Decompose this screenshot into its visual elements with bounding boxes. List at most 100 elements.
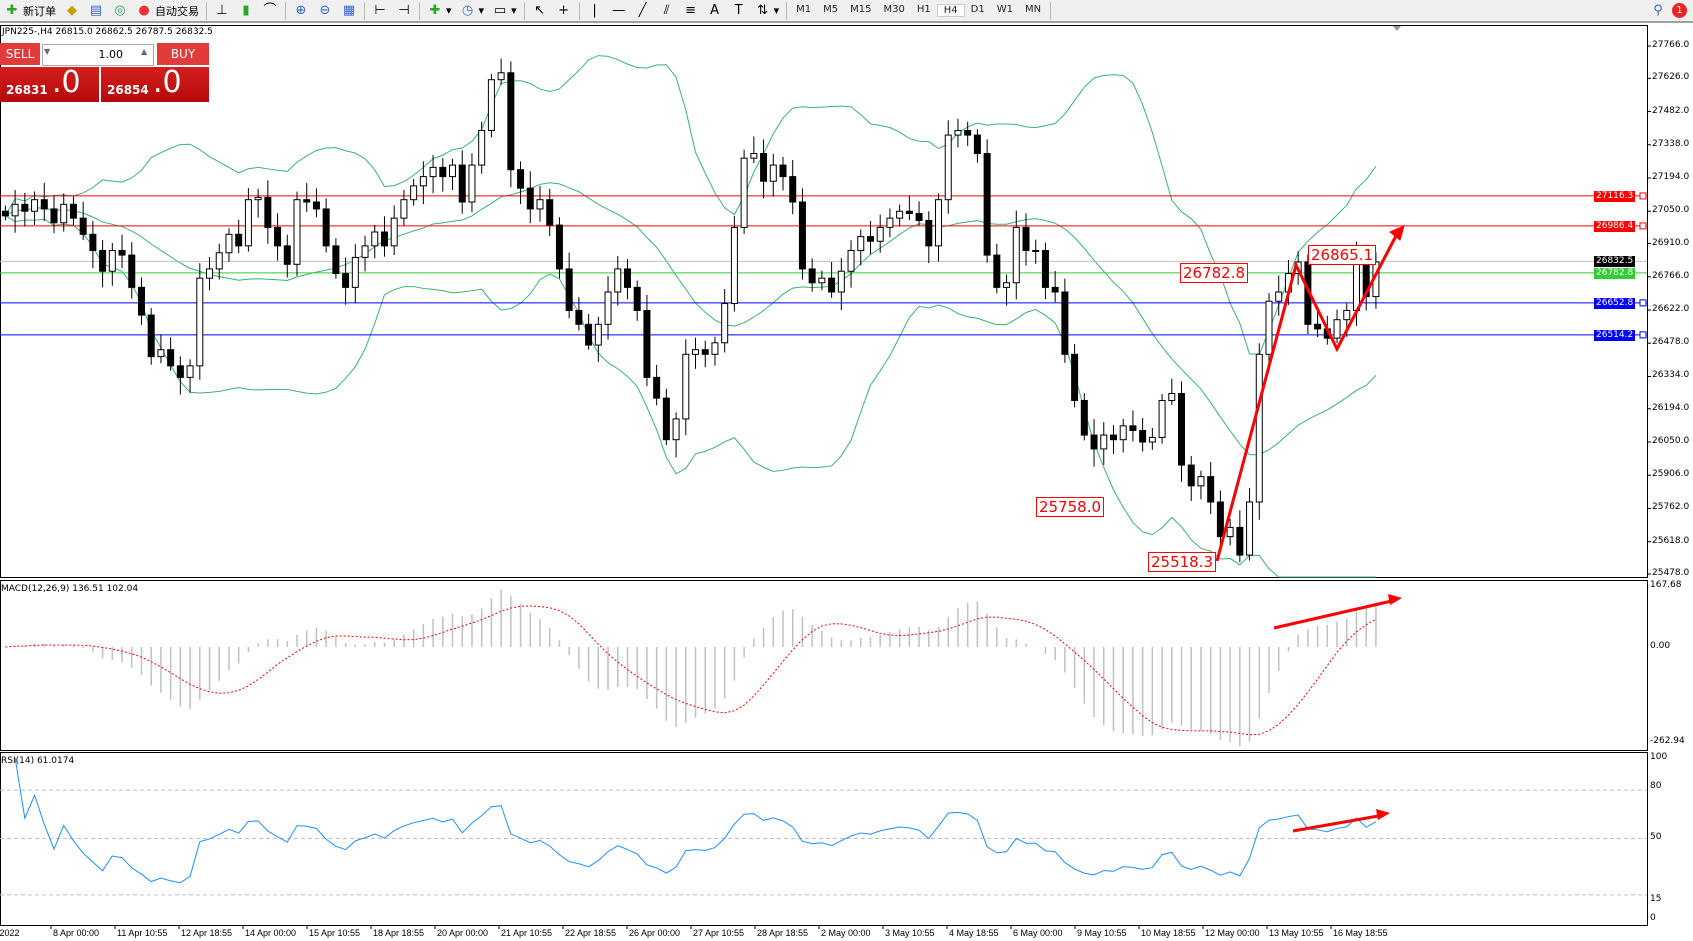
time-label: 8 Apr 00:00: [53, 928, 100, 938]
candle-body-bear: [312, 201, 320, 210]
candle: [886, 208, 894, 238]
macd-label: MACD(12,26,9) 136.51 102.04: [1, 584, 139, 594]
candle-body-bear: [332, 245, 340, 275]
candle: [653, 364, 661, 406]
crosshair-button[interactable]: +: [552, 0, 576, 21]
lot-size-input[interactable]: 1.00: [42, 44, 154, 66]
candle-body-bull: [750, 153, 758, 159]
line-chart-button[interactable]: ⌒: [258, 0, 282, 21]
candle: [439, 158, 447, 192]
candle-body-bull: [1119, 425, 1127, 441]
candle-body-bull: [682, 353, 690, 420]
buy-button[interactable]: BUY: [157, 43, 209, 65]
vertical-line-button[interactable]: |: [583, 0, 607, 21]
rsi-tick-label: 50: [1650, 832, 1662, 842]
candle: [419, 161, 427, 205]
timeframe-w1[interactable]: W1: [996, 4, 1013, 15]
signals-button[interactable]: ▤: [84, 0, 108, 21]
candle-body-bear: [1216, 501, 1224, 538]
candle-body-bear: [983, 153, 991, 256]
candle: [487, 73, 495, 138]
indicators-button[interactable]: ✚ ▾: [423, 0, 456, 21]
buy-price[interactable]: 26854.0: [101, 65, 209, 102]
rsi-trend-arrow: [1292, 813, 1385, 833]
radio-button[interactable]: ◎: [108, 0, 132, 21]
candle-body-bear: [517, 169, 525, 189]
templates-button[interactable]: ▭ ▾: [488, 0, 521, 21]
candle: [147, 308, 155, 365]
zoom-out-icon: ⊖: [319, 2, 331, 18]
experts-button[interactable]: ◆: [60, 0, 84, 21]
lot-decrease-icon[interactable]: ▼: [44, 47, 51, 56]
candle-body-bull: [196, 277, 204, 367]
cursor-button[interactable]: ↖: [528, 0, 552, 21]
text-button[interactable]: A: [703, 0, 727, 21]
candle: [244, 188, 252, 252]
bar-chart-button[interactable]: ⊥: [210, 0, 234, 21]
template-icon: ▭: [493, 2, 507, 18]
price-tick-label: 26622.0: [1652, 304, 1690, 314]
candle: [1129, 410, 1137, 442]
timeframe-m30[interactable]: M30: [883, 4, 905, 15]
zoom-in-icon: ⊕: [295, 2, 307, 18]
candle: [1032, 239, 1040, 264]
candle: [1139, 418, 1147, 452]
rsi-tick-label: 80: [1650, 781, 1662, 791]
trendline-button[interactable]: ╱: [631, 0, 655, 21]
price-tag: 27116.3: [1594, 190, 1636, 202]
timeframe-h1[interactable]: H1: [916, 4, 931, 15]
channel-button[interactable]: ⫽: [655, 0, 679, 21]
candle-body-bear: [1178, 393, 1186, 466]
bollinger-lower: [5, 215, 1376, 578]
candle-body-bear: [118, 249, 126, 256]
candle: [740, 149, 748, 234]
auto-trading-button[interactable]: ● 自动交易: [132, 0, 203, 21]
search-icon[interactable]: ⚲: [1653, 2, 1663, 18]
timeframe-m5[interactable]: M5: [823, 4, 839, 15]
candle: [604, 276, 612, 340]
candle-body-bull: [818, 277, 826, 284]
chart-shift-button[interactable]: ⊢: [368, 0, 392, 21]
arrows-button[interactable]: ⇅ ▾: [751, 0, 784, 21]
price-tick-label: 27194.0: [1652, 172, 1690, 182]
candle: [1236, 510, 1244, 563]
price-label-annotation: 26782.8: [1180, 263, 1249, 283]
horizontal-line-button[interactable]: —: [607, 0, 631, 21]
price-tick-label: 26334.0: [1652, 370, 1690, 381]
timeframe-m15[interactable]: M15: [850, 4, 872, 15]
candle-body-bear: [264, 196, 272, 228]
candle-body-bear: [1051, 286, 1059, 293]
periods-button[interactable]: ◷ ▾: [456, 0, 489, 21]
zoom-out-button[interactable]: ⊖: [313, 0, 337, 21]
candle-body-bull: [847, 249, 855, 272]
candle-body-bear: [40, 199, 48, 210]
candle-body-bull: [954, 129, 962, 136]
timeframe-mn[interactable]: MN: [1024, 4, 1042, 15]
candle-body-bear: [866, 236, 874, 242]
fibonacci-button[interactable]: ≡: [679, 0, 703, 21]
candle-body-bear: [653, 376, 661, 399]
zoom-in-button[interactable]: ⊕: [289, 0, 313, 21]
lot-increase-icon[interactable]: ▲: [141, 47, 148, 56]
candle-body-bull: [468, 164, 476, 203]
candle-body-bear: [915, 213, 923, 221]
notification-badge[interactable]: 1: [1672, 3, 1687, 18]
candle-body-bear: [167, 349, 175, 367]
new-order-button[interactable]: ✚ 新订单: [0, 0, 60, 21]
timeframe-d1[interactable]: D1: [970, 4, 985, 15]
sell-button[interactable]: SELL: [0, 43, 40, 65]
text-label-button[interactable]: T: [727, 0, 751, 21]
candle-chart-button[interactable]: ▮: [234, 0, 258, 21]
autoscroll-button[interactable]: ⊣: [392, 0, 416, 21]
candle: [380, 216, 388, 257]
candle: [633, 280, 641, 321]
sell-price[interactable]: 26831.0: [0, 65, 99, 102]
timeframe-bar: M1 M5 M15 M30 H1 H4 D1 W1 MN: [790, 4, 1047, 17]
candle-body-bull: [837, 270, 845, 293]
timeframe-m1[interactable]: M1: [796, 4, 812, 15]
candle: [274, 213, 282, 261]
tile-windows-button[interactable]: ▦: [337, 0, 361, 21]
candle-body-bull: [1012, 226, 1020, 284]
timeframe-h4[interactable]: H4: [936, 4, 965, 17]
